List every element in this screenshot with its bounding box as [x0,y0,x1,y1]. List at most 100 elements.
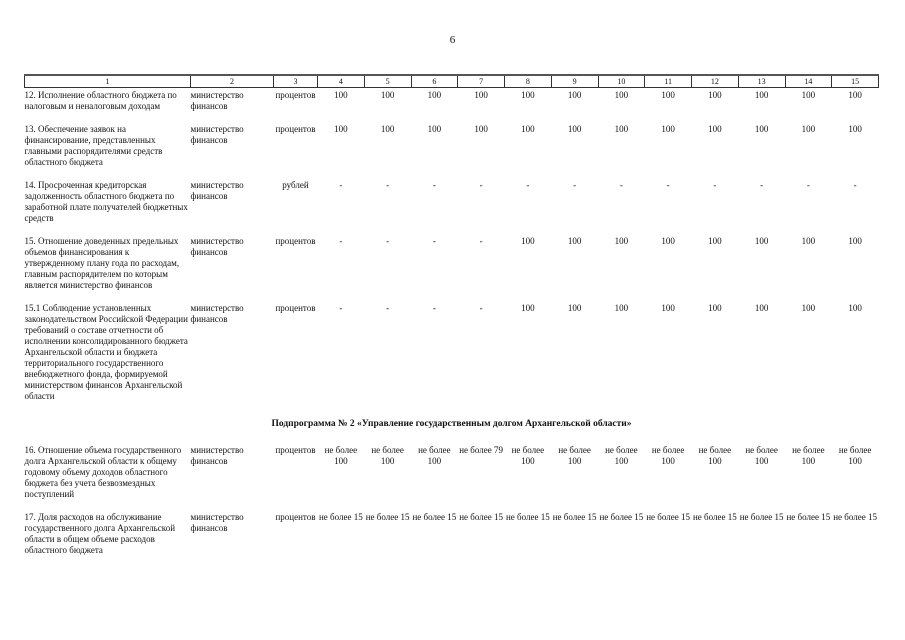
column-number-header: 13 [737,74,786,88]
value-cell: не более 79 [459,445,503,455]
value-cell: - [619,180,623,190]
value-cell: не более 15 [599,512,644,522]
indicator-cell: 17. Доля расходов на обслуживание госуда… [24,512,176,555]
value-cell: 100 [567,303,582,313]
value-cell: 100 [754,303,769,313]
value-cell: не более 100 [838,445,872,466]
column-number-header: 10 [597,74,646,88]
value-cell: 100 [521,303,535,313]
value-cell: не более 15 [692,512,737,522]
value-cell: не более 100 [698,445,732,466]
executor-cell: министерство финансов [190,445,244,466]
value-cell: - [432,180,436,190]
value-cell: не более 100 [558,445,591,466]
value-cell: 100 [754,90,769,100]
value-cell: не более 15 [365,512,410,522]
value-cell: - [806,180,810,190]
value-cell: 100 [661,90,675,100]
indicator-cell: 15.1 Соблюдение установленных законодате… [24,303,188,401]
column-number-header: 11 [644,74,692,88]
value-cell: не более 100 [651,445,685,466]
value-cell: 100 [661,236,675,246]
unit-cell: процентов [275,236,316,246]
value-cell: - [760,180,764,190]
indicator-row: 17. Доля расходов на обслуживание госуда… [25,510,879,566]
column-number-header: 3 [273,74,318,88]
value-cell: - [386,236,390,246]
value-cell: - [339,303,343,313]
value-cell: 100 [614,303,629,313]
value-cell: 100 [474,90,488,100]
unit-cell: процентов [275,124,316,134]
value-cell: 100 [427,90,442,100]
value-cell: - [339,236,343,246]
value-cell: - [339,180,343,190]
subprogram-section-row: Подпрограмма № 2 «Управление государстве… [25,412,879,443]
indicator-cell: 13. Обеспечение заявок на финансирование… [24,124,163,167]
indicator-row: 15.1 Соблюдение установленных законодате… [25,301,879,412]
value-cell: 100 [708,236,722,246]
value-cell: не более 100 [745,445,778,466]
value-cell: не более 100 [324,445,358,466]
column-number-header: 5 [363,74,412,88]
value-cell: 100 [801,124,816,134]
value-cell: 100 [380,124,395,134]
value-cell: - [386,303,390,313]
table-header-row: 1 2 3 4 5 6 7 8 9 10 11 12 13 14 15 [24,74,879,88]
column-number-header: 15 [831,74,879,88]
value-cell: 100 [754,124,769,134]
indicator-cell: 12. Исполнение областного бюджета по нал… [24,90,177,111]
value-cell: не более 15 [739,512,784,522]
indicator-cell: 14. Просроченная кредиторская задолженно… [24,180,188,223]
column-number-header: 4 [317,74,365,88]
value-cell: - [713,180,717,190]
value-cell: 100 [848,90,862,100]
value-cell: 100 [801,236,816,246]
column-number-header: 6 [410,74,459,88]
value-cell: 100 [614,236,629,246]
column-number-header: 12 [691,74,739,88]
value-cell: 100 [521,236,535,246]
value-cell: не более 100 [511,445,545,466]
value-cell: не более 15 [786,512,831,522]
indicator-row: 12. Исполнение областного бюджета по нал… [25,88,879,123]
executor-cell: министерство финансов [190,124,244,145]
value-cell: 100 [521,90,535,100]
value-cell: 100 [614,124,629,134]
value-cell: 100 [334,124,348,134]
value-cell: - [479,303,483,313]
unit-cell: процентов [275,445,316,455]
value-cell: - [853,180,857,190]
executor-cell: министерство финансов [190,90,244,111]
value-cell: - [432,303,436,313]
value-cell: 100 [380,90,395,100]
value-cell: не более 15 [459,512,503,522]
value-cell: - [386,180,390,190]
column-number-header: 9 [550,74,599,88]
value-cell: 100 [614,90,629,100]
unit-cell: рублей [282,180,309,190]
value-cell: 100 [521,124,535,134]
indicator-row: 16. Отношение объема государственного до… [25,443,879,510]
indicators-table: 1 2 3 4 5 6 7 8 9 10 11 12 13 14 15 12. Исполнение обл… [24,74,879,566]
value-cell: 100 [801,90,816,100]
value-cell: 100 [848,236,862,246]
value-cell: не более 15 [412,512,457,522]
value-cell: не более 15 [552,512,597,522]
value-cell: - [573,180,577,190]
value-cell: - [479,180,483,190]
unit-cell: процентов [275,303,316,313]
executor-cell: министерство финансов [190,236,244,257]
executor-cell: министерство финансов [190,180,244,201]
value-cell: 100 [754,236,769,246]
value-cell: не более 100 [605,445,638,466]
indicator-cell: 16. Отношение объема государственного до… [24,445,182,499]
indicator-cell: 15. Отношение доведенных предельных объе… [24,236,180,290]
value-cell: не более 15 [646,512,690,522]
value-cell: 100 [567,90,582,100]
value-cell: не более 100 [792,445,825,466]
column-number-header: 2 [190,74,274,88]
value-cell: 100 [848,303,862,313]
value-cell: 100 [801,303,816,313]
